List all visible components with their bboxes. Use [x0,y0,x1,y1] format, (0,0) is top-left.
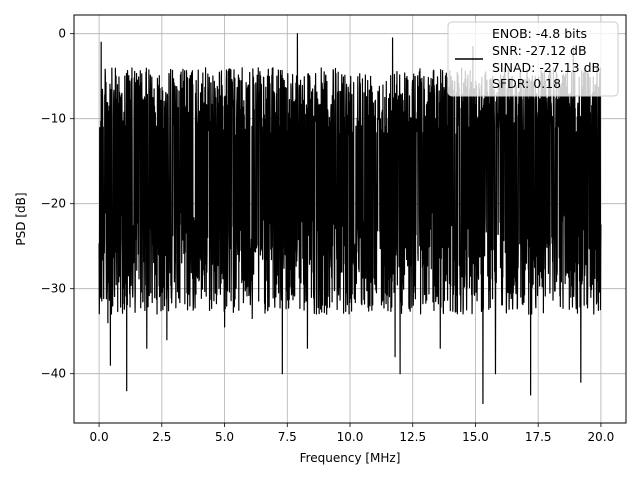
legend: ENOB: -4.8 bits SNR: -27.12 dB SINAD: -2… [447,21,619,97]
x-tick-label: 2.5 [152,430,171,444]
y-tick-label: −30 [41,282,66,296]
x-tick-label: 5.0 [215,430,234,444]
legend-line-sfdr: SFDR: 0.18 [492,76,561,91]
legend-box [447,21,619,97]
x-tick-label: 15.0 [462,430,489,444]
psd-series-line [98,33,602,405]
x-tick-label: 17.5 [525,430,552,444]
x-tick-label: 0.0 [90,430,109,444]
x-axis-label: Frequency [MHz] [300,451,401,465]
y-tick-label: −40 [41,367,66,381]
y-axis-label: PSD [dB] [14,192,28,245]
y-axis-ticks: 0 −10 −20 −30 −40 [41,27,74,381]
plot-area [98,33,602,405]
x-tick-label: 10.0 [337,430,364,444]
y-tick-label: 0 [58,27,66,41]
legend-line-snr: SNR: -27.12 dB [492,43,587,58]
legend-line-sinad: SINAD: -27.13 dB [492,60,600,75]
x-tick-label: 12.5 [399,430,426,444]
legend-line-enob: ENOB: -4.8 bits [492,26,587,41]
x-axis-ticks: 0.0 2.5 5.0 7.5 10.0 12.5 15.0 17.5 20.0 [90,423,615,444]
x-tick-label: 7.5 [278,430,297,444]
y-tick-label: −10 [41,112,66,126]
x-tick-label: 20.0 [588,430,615,444]
y-tick-label: −20 [41,197,66,211]
